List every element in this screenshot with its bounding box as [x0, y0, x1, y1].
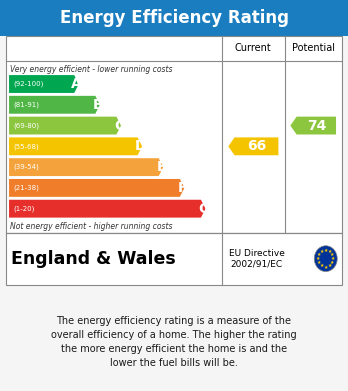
Text: A: A	[71, 77, 82, 91]
Text: ★: ★	[317, 252, 322, 257]
Text: ★: ★	[320, 249, 324, 254]
Text: (92-100): (92-100)	[13, 81, 44, 87]
Bar	[6, 233, 342, 285]
Text: (69-80): (69-80)	[13, 122, 39, 129]
Text: ★: ★	[330, 252, 334, 257]
Circle shape	[314, 246, 337, 272]
Text: (21-38): (21-38)	[13, 185, 39, 191]
Text: Energy Efficiency Rating: Energy Efficiency Rating	[60, 9, 288, 27]
Polygon shape	[9, 75, 79, 93]
Text: D: D	[134, 139, 146, 153]
Text: ★: ★	[324, 248, 328, 253]
Text: C: C	[114, 118, 124, 133]
Polygon shape	[290, 117, 336, 135]
Text: (81-91): (81-91)	[13, 102, 39, 108]
Text: ★: ★	[316, 256, 321, 261]
Text: ★: ★	[327, 264, 332, 268]
Bar	[0, 0, 348, 36]
Text: EU Directive
2002/91/EC: EU Directive 2002/91/EC	[229, 249, 285, 268]
Text: Not energy efficient - higher running costs: Not energy efficient - higher running co…	[10, 222, 172, 231]
Text: Current: Current	[235, 43, 272, 54]
Text: F: F	[177, 181, 187, 195]
Text: Very energy efficient - lower running costs: Very energy efficient - lower running co…	[10, 65, 172, 74]
Text: 74: 74	[307, 118, 326, 133]
Text: England & Wales: England & Wales	[11, 249, 176, 268]
Polygon shape	[9, 200, 206, 218]
Text: ★: ★	[324, 265, 328, 269]
Text: ★: ★	[327, 249, 332, 254]
Polygon shape	[228, 137, 278, 155]
Text: E: E	[157, 160, 166, 174]
Text: B: B	[93, 98, 103, 112]
Text: G: G	[198, 202, 209, 216]
Text: Potential: Potential	[292, 43, 335, 54]
Text: ★: ★	[330, 260, 334, 265]
Text: ★: ★	[331, 256, 335, 261]
Text: (39-54): (39-54)	[13, 164, 39, 170]
Text: ★: ★	[320, 264, 324, 268]
Text: 66: 66	[247, 139, 266, 153]
Polygon shape	[9, 137, 142, 155]
Polygon shape	[9, 158, 163, 176]
Text: (55-68): (55-68)	[13, 143, 39, 150]
Text: ★: ★	[317, 260, 322, 265]
Text: (1-20): (1-20)	[13, 205, 34, 212]
Polygon shape	[9, 117, 121, 135]
Text: The energy efficiency rating is a measure of the
overall efficiency of a home. T: The energy efficiency rating is a measur…	[51, 316, 297, 368]
Polygon shape	[9, 179, 184, 197]
Bar	[6, 36, 342, 233]
Polygon shape	[9, 96, 100, 114]
